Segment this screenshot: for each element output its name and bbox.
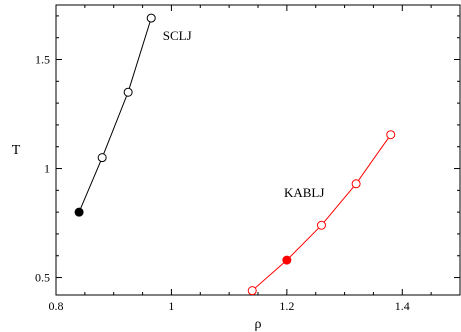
series-line-sclj (78, 17, 152, 213)
data-point-kablj (386, 130, 396, 140)
x-axis-label: ρ (255, 317, 262, 332)
y-tick-label: 1.5 (35, 53, 50, 67)
annotation-layer: SCLJ KABLJ (163, 28, 325, 200)
series-layer (74, 13, 396, 296)
series-line-kablj (251, 134, 392, 291)
data-point-sclj (97, 153, 107, 163)
x-tick-label: 1.2 (279, 299, 294, 313)
plot-border (55, 4, 461, 296)
series-annotation-sclj: SCLJ (163, 28, 192, 43)
data-point-kablj (247, 286, 257, 296)
data-point-kablj (316, 220, 326, 230)
x-axis: 0.8 1 1.2 1.4 (49, 5, 461, 313)
x-tick-label: 1 (168, 299, 174, 313)
y-tick-label: 0.5 (35, 271, 50, 285)
data-point-sclj (74, 207, 84, 217)
x-tick-label: 1.4 (395, 299, 410, 313)
data-point-sclj (146, 13, 156, 23)
data-point-kablj (351, 179, 361, 189)
y-tick-label: 1 (44, 162, 50, 176)
data-point-sclj (123, 87, 133, 97)
y-axis: 0.5 1 1.5 (35, 15, 460, 285)
series-annotation-kablj: KABLJ (284, 185, 324, 200)
y-axis-label: T (12, 143, 21, 158)
x-tick-label: 0.8 (49, 299, 64, 313)
data-point-kablj (282, 255, 292, 265)
plot-frame (55, 4, 461, 296)
